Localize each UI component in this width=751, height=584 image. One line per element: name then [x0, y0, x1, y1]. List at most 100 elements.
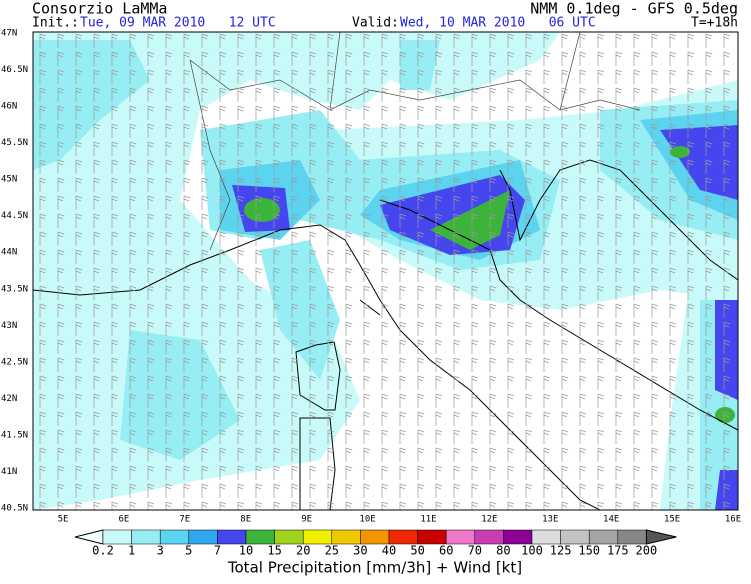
wind-barb	[525, 267, 533, 282]
wind-barb	[201, 483, 209, 498]
wind-barb	[597, 87, 605, 102]
wind-barb	[309, 249, 317, 264]
wind-barb	[273, 303, 281, 318]
wind-barb	[309, 429, 317, 444]
wind-barb	[111, 303, 119, 318]
wind-barb	[687, 231, 695, 246]
wind-barb	[507, 141, 515, 156]
wind-barb	[489, 303, 497, 318]
wind-barb	[201, 357, 209, 372]
wind-barb	[93, 321, 101, 336]
wind-barb	[147, 393, 155, 408]
wind-barb	[579, 231, 587, 246]
wind-barb	[417, 105, 425, 120]
wind-barb	[471, 447, 479, 462]
wind-barb	[327, 141, 335, 156]
wind-barb	[129, 33, 137, 48]
wind-barb	[381, 411, 389, 426]
wind-barb	[363, 339, 371, 354]
wind-barb	[129, 87, 137, 102]
wind-barb	[435, 447, 443, 462]
colorbar-box	[474, 529, 504, 545]
wind-barb	[273, 483, 281, 498]
wind-barb	[399, 339, 407, 354]
wind-barb	[525, 465, 533, 480]
lon-label: 5E	[58, 515, 69, 525]
wind-barb	[291, 321, 299, 336]
wind-barb	[111, 141, 119, 156]
wind-barb	[651, 303, 659, 318]
wind-barb	[579, 249, 587, 264]
wind-barb	[633, 483, 641, 498]
lat-label: 44N	[1, 248, 17, 258]
wind-barb	[615, 177, 623, 192]
wind-barb	[525, 87, 533, 102]
wind-barb	[147, 51, 155, 66]
wind-barb	[705, 33, 713, 48]
wind-barb	[579, 393, 587, 408]
lon-label: 13E	[542, 515, 558, 525]
colorbar-label: 40	[382, 544, 396, 558]
wind-barb	[93, 141, 101, 156]
wind-barb	[57, 177, 65, 192]
wind-barb	[201, 429, 209, 444]
wind-barb	[705, 357, 713, 372]
wind-barb	[165, 33, 173, 48]
wind-barb	[57, 429, 65, 444]
wind-barb	[597, 375, 605, 390]
wind-barb	[507, 501, 515, 510]
wind-barb	[201, 51, 209, 66]
colorbar-label: 100	[521, 544, 543, 558]
colorbar-label: 7	[214, 544, 221, 558]
colorbar-box	[531, 529, 561, 545]
wind-barb	[579, 51, 587, 66]
wind-barb	[309, 123, 317, 138]
wind-barb	[309, 267, 317, 282]
model: NMM 0.1deg - GFS 0.5deg	[530, 0, 738, 18]
wind-barb	[273, 195, 281, 210]
wind-barb	[561, 375, 569, 390]
wind-barb	[651, 393, 659, 408]
wind-barb	[147, 357, 155, 372]
wind-barb	[633, 429, 641, 444]
wind-barb	[399, 213, 407, 228]
wind-barb	[489, 321, 497, 336]
wind-barb	[723, 375, 731, 390]
wind-barb	[579, 141, 587, 156]
wind-barb	[183, 249, 191, 264]
wind-barb	[93, 105, 101, 120]
wind-barb	[147, 285, 155, 300]
wind-barb	[687, 393, 695, 408]
wind-barb	[165, 249, 173, 264]
wind-barb	[615, 249, 623, 264]
wind-barb	[633, 105, 641, 120]
wind-barb	[417, 447, 425, 462]
wind-barb	[39, 375, 47, 390]
wind-barb	[255, 375, 263, 390]
wind-barb	[669, 375, 677, 390]
wind-barb	[435, 411, 443, 426]
wind-barb	[75, 249, 83, 264]
wind-barb	[345, 483, 353, 498]
wind-barb	[255, 303, 263, 318]
wind-barb	[237, 357, 245, 372]
wind-barb	[327, 267, 335, 282]
wind-barb	[633, 375, 641, 390]
wind-barb	[327, 321, 335, 336]
wind-barb	[129, 177, 137, 192]
wind-barb	[471, 339, 479, 354]
wind-barb	[147, 339, 155, 354]
wind-barb	[453, 411, 461, 426]
wind-barb	[687, 87, 695, 102]
wind-barb	[669, 123, 677, 138]
wind-barb	[453, 303, 461, 318]
wind-barb	[543, 483, 551, 498]
wind-barb	[165, 87, 173, 102]
wind-barb	[615, 213, 623, 228]
wind-barb	[165, 213, 173, 228]
wind-barb	[597, 285, 605, 300]
wind-barb	[525, 51, 533, 66]
lon-label: 9E	[301, 515, 312, 525]
wind-barb	[291, 249, 299, 264]
wind-barb	[291, 267, 299, 282]
